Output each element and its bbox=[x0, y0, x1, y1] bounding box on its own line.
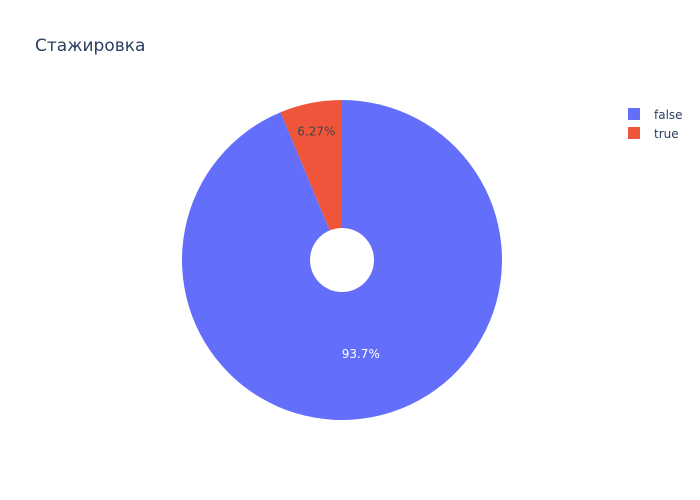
slice-labels: 93.7% 6.27% bbox=[297, 124, 380, 361]
legend-item-true[interactable]: true bbox=[628, 127, 679, 141]
legend-swatch-true bbox=[628, 127, 640, 139]
legend-label-true: true bbox=[654, 127, 679, 141]
legend-label-false: false bbox=[654, 108, 683, 122]
legend: false true bbox=[628, 108, 683, 141]
legend-item-false[interactable]: false bbox=[628, 108, 683, 122]
chart-title: Стажировка bbox=[35, 36, 145, 56]
slice-label-false: 93.7% bbox=[342, 347, 380, 361]
donut-hole bbox=[310, 228, 374, 292]
legend-swatch-false bbox=[628, 108, 640, 120]
pie-slice-true[interactable] bbox=[280, 100, 342, 260]
slice-label-true: 6.27% bbox=[297, 124, 335, 138]
